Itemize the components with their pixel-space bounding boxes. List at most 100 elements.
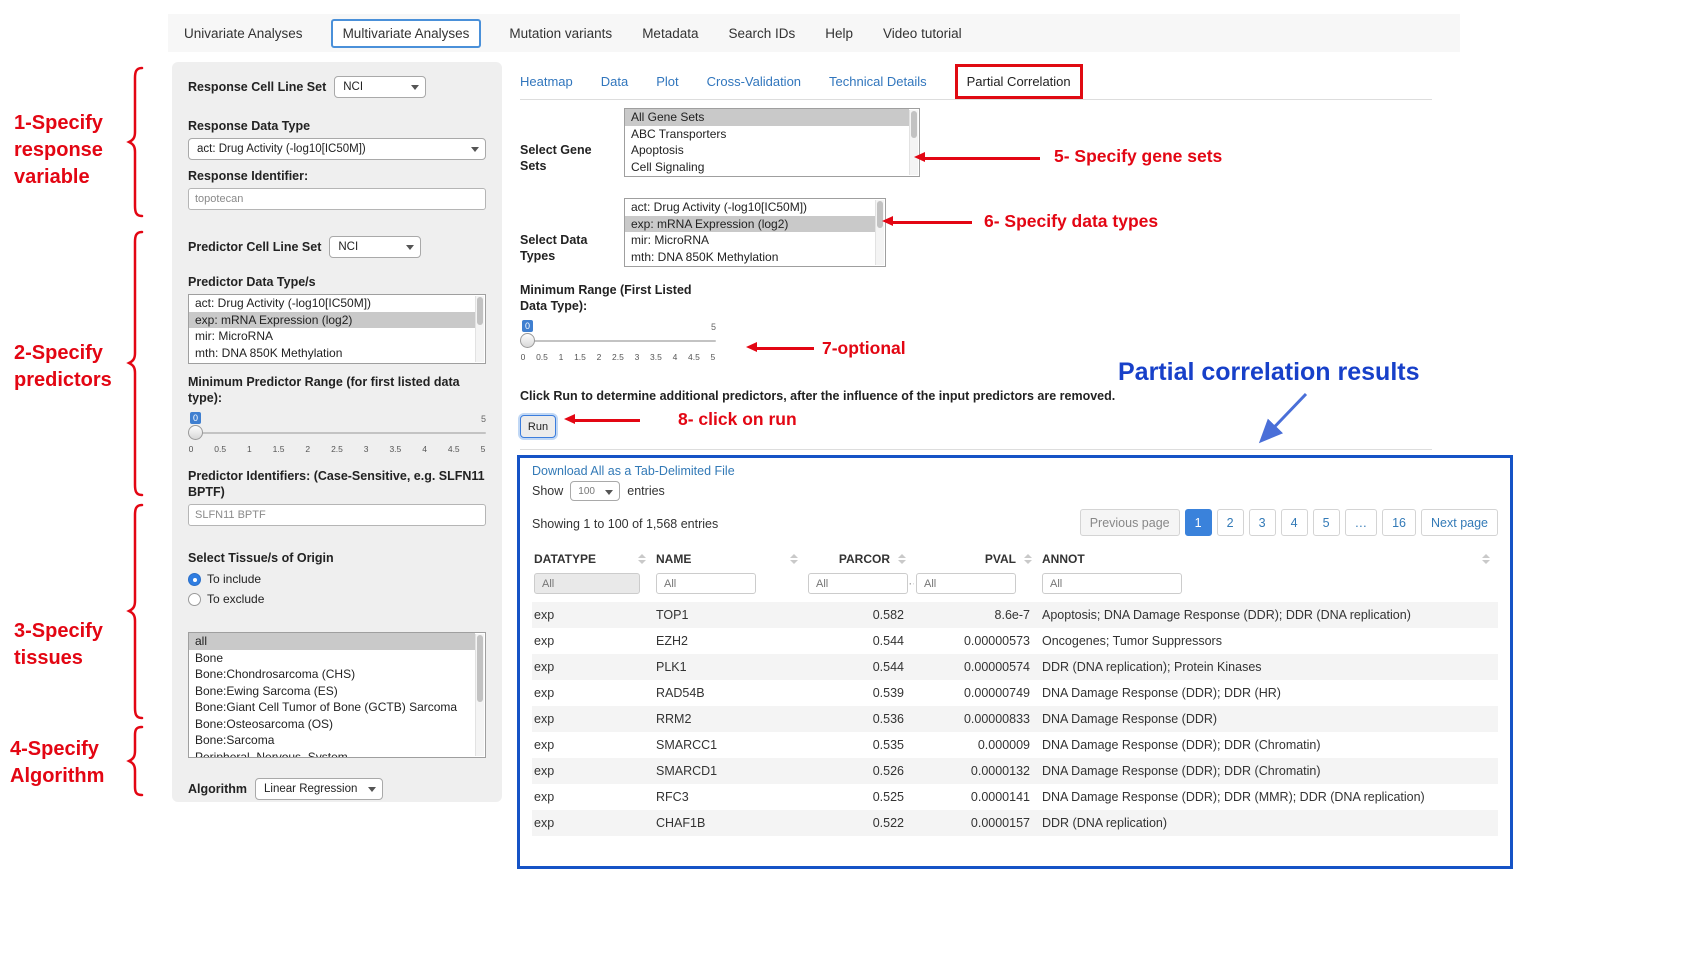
algorithm-select[interactable]: Linear Regression xyxy=(255,778,384,800)
predictor-identifiers-input[interactable] xyxy=(188,504,486,526)
scrollbar-thumb[interactable] xyxy=(877,201,883,229)
top-nav-item[interactable]: Mutation variants xyxy=(509,25,613,41)
tissue-option[interactable]: Bone:Giant Cell Tumor of Bone (GCTB) Sar… xyxy=(195,700,458,714)
page-size-select[interactable]: 100 xyxy=(570,481,621,501)
table-row[interactable]: exp RFC3 0.525 0.0000141 DNA Damage Resp… xyxy=(532,784,1498,810)
predictor-cell-line-set-select[interactable]: NCI xyxy=(329,236,422,258)
filter-input-annot[interactable] xyxy=(1042,573,1182,594)
sort-icon[interactable] xyxy=(1482,554,1490,564)
tissue-option[interactable]: all xyxy=(189,633,475,650)
tissue-option[interactable]: Bone:Sarcoma xyxy=(195,733,275,747)
tissue-option[interactable]: Bone:Osteosarcoma (OS) xyxy=(195,716,334,731)
response-data-type-select[interactable]: act: Drug Activity (-log10[IC50M]) xyxy=(188,138,486,160)
top-nav-item[interactable]: Univariate Analyses xyxy=(184,25,303,41)
tissue-mode-radio-row[interactable]: To include xyxy=(188,572,486,586)
tissue-option[interactable]: Bone xyxy=(195,650,224,665)
radio-icon[interactable] xyxy=(188,592,201,606)
response-identifier-input[interactable] xyxy=(188,188,486,210)
filter-input-pval[interactable] xyxy=(916,573,1016,594)
annotation-step8: 8- click on run xyxy=(678,409,797,429)
table-row[interactable]: exp CHAF1B 0.522 0.0000157 DDR (DNA repl… xyxy=(532,810,1498,836)
gene-set-option[interactable]: Cell Signaling xyxy=(631,159,705,174)
table-row[interactable]: exp RRM2 0.536 0.00000833 DNA Damage Res… xyxy=(532,706,1498,732)
slider-track[interactable] xyxy=(520,340,716,342)
top-nav-item[interactable]: Video tutorial xyxy=(883,25,962,41)
tissue-option[interactable]: Peripheral_Nervous_System xyxy=(195,749,348,758)
analysis-tab[interactable]: Heatmap xyxy=(520,74,573,89)
cell-name: RRM2 xyxy=(656,712,692,726)
analysis-tab[interactable]: Partial Correlation xyxy=(954,64,1083,99)
pagination-page-button[interactable]: 16 xyxy=(1382,509,1417,536)
top-nav-item[interactable]: Search IDs xyxy=(728,25,796,41)
data-type-option[interactable]: mth: DNA 850K Methylation xyxy=(631,249,779,264)
top-nav-item[interactable]: Help xyxy=(825,25,854,41)
gene-sets-listbox[interactable]: All Gene Sets ABC Transporters Apoptosis Ce… xyxy=(624,108,920,177)
column-header-name[interactable]: NAME xyxy=(654,545,806,571)
scrollbar[interactable] xyxy=(875,200,884,265)
gene-set-option[interactable]: ABC Transporters xyxy=(631,126,727,141)
analysis-tab[interactable]: Data xyxy=(600,74,629,89)
run-button[interactable]: Run xyxy=(520,415,556,438)
table-row[interactable]: exp SMARCD1 0.526 0.0000132 DNA Damage R… xyxy=(532,758,1498,784)
predictor-data-types-listbox[interactable]: act: Drug Activity (-log10[IC50M]) exp: m… xyxy=(188,294,486,364)
column-header-parcor[interactable]: PARCOR xyxy=(806,545,914,571)
slider-tick-label: 5 xyxy=(480,444,486,454)
top-nav-item[interactable]: Metadata xyxy=(642,25,699,41)
scrollbar-thumb[interactable] xyxy=(911,111,917,139)
sort-icon[interactable] xyxy=(898,554,906,564)
pagination-page-button[interactable]: 4 xyxy=(1280,509,1308,536)
filter-input-parcor[interactable] xyxy=(808,573,908,594)
top-nav-item[interactable]: Multivariate Analyses xyxy=(330,18,482,48)
download-link[interactable]: Download All as a Tab-Delimited File xyxy=(532,464,735,478)
pagination-page-button[interactable]: 2 xyxy=(1216,509,1244,536)
predictor-data-type-option[interactable]: act: Drug Activity (-log10[IC50M]) xyxy=(195,296,372,310)
cell-parcor: 0.536 xyxy=(872,712,904,726)
scrollbar[interactable] xyxy=(909,110,918,175)
scrollbar-thumb[interactable] xyxy=(477,297,483,325)
data-type-option[interactable]: act: Drug Activity (-log10[IC50M]) xyxy=(631,200,808,214)
tissue-option[interactable]: Bone:Chondrosarcoma (CHS) xyxy=(195,667,356,681)
tissues-listbox[interactable]: all Bone Bone:Chondrosarcoma (CHS) Bone:Ewi… xyxy=(188,632,486,758)
predictor-data-type-option[interactable]: mir: MicroRNA xyxy=(195,329,273,343)
slider-handle[interactable] xyxy=(188,425,203,440)
sort-icon[interactable] xyxy=(1024,554,1032,564)
tissue-mode-radio-row[interactable]: To exclude xyxy=(188,592,486,606)
slider-max-label: 5 xyxy=(480,414,486,424)
data-type-option[interactable]: exp: mRNA Expression (log2) xyxy=(625,215,875,232)
gene-set-option[interactable]: All Gene Sets xyxy=(625,109,909,126)
filter-input-name[interactable] xyxy=(656,573,756,594)
tissue-option[interactable]: Bone:Ewing Sarcoma (ES) xyxy=(195,683,338,698)
column-header-datatype[interactable]: DATATYPE xyxy=(532,545,654,571)
pagination-page-button[interactable]: 3 xyxy=(1248,509,1276,536)
slider-handle[interactable] xyxy=(520,333,535,348)
sort-icon[interactable] xyxy=(638,554,646,564)
table-row[interactable]: exp SMARCC1 0.535 0.000009 DNA Damage Re… xyxy=(532,732,1498,758)
predictor-data-type-option[interactable]: exp: mRNA Expression (log2) xyxy=(189,311,475,328)
scrollbar[interactable] xyxy=(475,634,484,756)
table-row[interactable]: exp TOP1 0.582 8.6e-7 Apoptosis; DNA Dam… xyxy=(532,602,1498,628)
table-row[interactable]: exp EZH2 0.544 0.00000573 Oncogenes; Tum… xyxy=(532,628,1498,654)
table-row[interactable]: exp RAD54B 0.539 0.00000749 DNA Damage R… xyxy=(532,680,1498,706)
table-row[interactable]: exp PLK1 0.544 0.00000574 DDR (DNA repli… xyxy=(532,654,1498,680)
scrollbar-thumb[interactable] xyxy=(477,635,483,703)
analysis-tab[interactable]: Technical Details xyxy=(829,74,927,89)
scrollbar[interactable] xyxy=(475,296,484,362)
pagination-page-button[interactable]: 5 xyxy=(1312,509,1340,536)
analysis-tab[interactable]: Plot xyxy=(656,74,679,89)
data-types-listbox[interactable]: act: Drug Activity (-log10[IC50M]) exp: m… xyxy=(624,198,886,267)
pagination-page-button[interactable]: 1 xyxy=(1184,509,1212,536)
sort-icon[interactable] xyxy=(790,554,798,564)
response-cell-line-set-select[interactable]: NCI xyxy=(334,76,427,98)
radio-icon[interactable] xyxy=(188,572,201,586)
pagination-page-button[interactable]: … xyxy=(1344,509,1378,536)
filter-input-datatype[interactable] xyxy=(534,573,640,594)
column-header-annot[interactable]: ANNOT xyxy=(1040,545,1498,571)
predictor-data-type-option[interactable]: mth: DNA 850K Methylation xyxy=(195,345,343,360)
data-type-option[interactable]: mir: MicroRNA xyxy=(631,233,709,247)
pagination-prev-button[interactable]: Previous page xyxy=(1079,509,1180,536)
slider-track[interactable] xyxy=(188,432,486,434)
pagination-next-button[interactable]: Next page xyxy=(1421,509,1498,536)
gene-set-option[interactable]: Apoptosis xyxy=(631,143,684,157)
column-header-pval[interactable]: PVAL xyxy=(914,545,1040,571)
analysis-tab[interactable]: Cross-Validation xyxy=(706,74,802,89)
